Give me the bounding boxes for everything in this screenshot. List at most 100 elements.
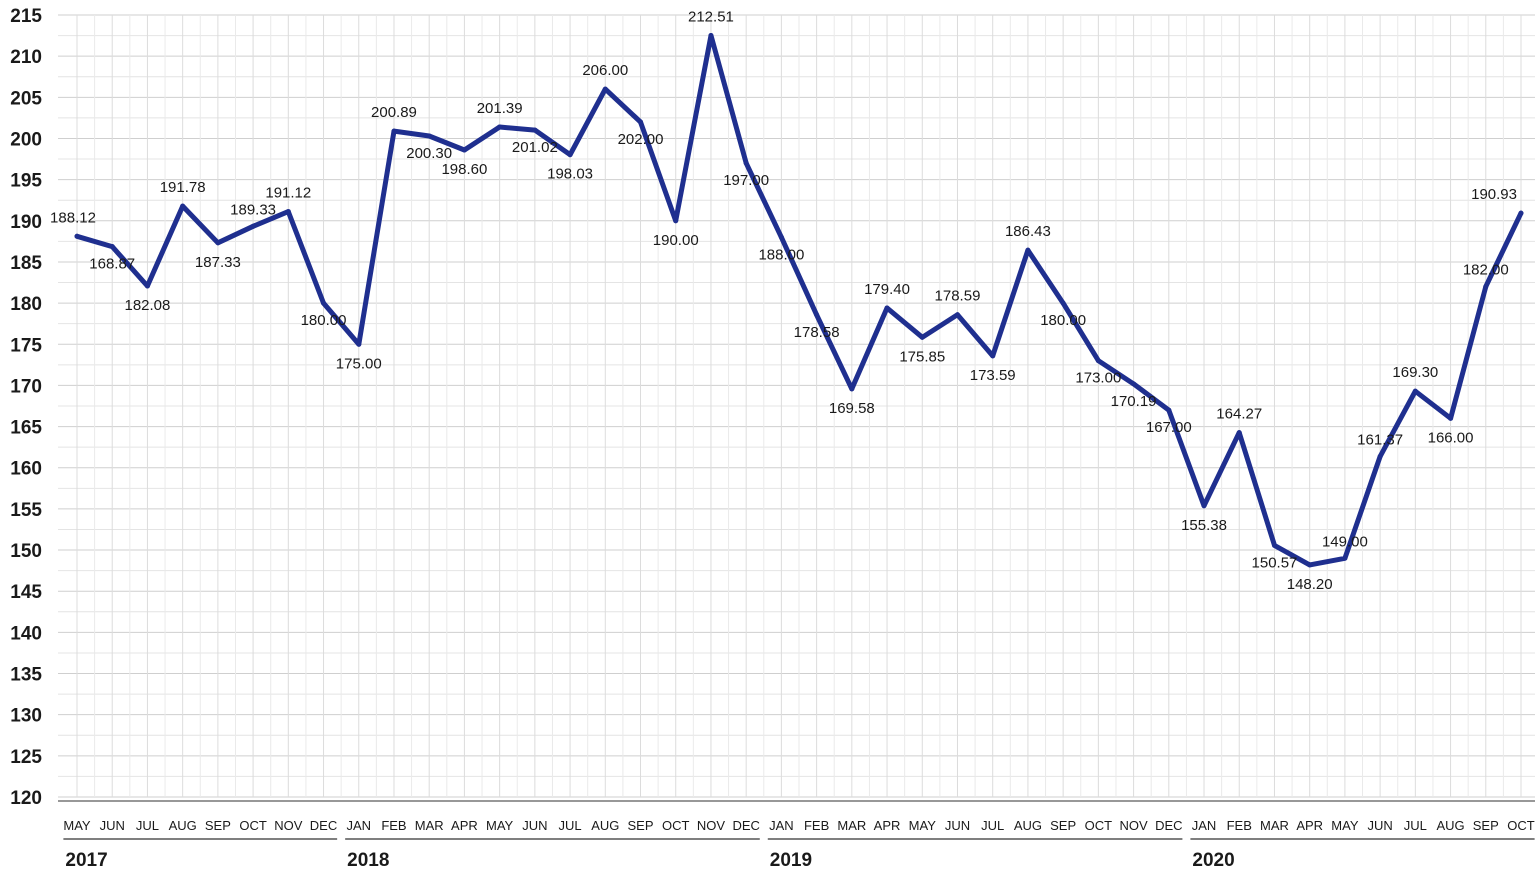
x-tick-label: NOV <box>1119 818 1148 833</box>
data-label: 180.00 <box>1040 312 1086 329</box>
data-point <box>1448 415 1454 421</box>
data-point <box>1412 388 1418 394</box>
data-point <box>1025 247 1031 253</box>
data-label: 169.30 <box>1392 364 1438 381</box>
x-tick-label: FEB <box>1227 818 1252 833</box>
data-point <box>391 128 397 134</box>
data-label: 167.00 <box>1146 419 1192 436</box>
data-label: 190.93 <box>1471 186 1517 203</box>
data-label: 178.59 <box>935 288 981 305</box>
data-point <box>1201 503 1207 509</box>
data-label: 212.51 <box>688 8 734 25</box>
x-tick-label: SEP <box>1050 818 1076 833</box>
y-tick-label: 190 <box>10 212 42 233</box>
x-tick-label: AUG <box>1014 818 1042 833</box>
data-label: 202.00 <box>618 131 664 148</box>
series <box>74 32 1524 568</box>
data-point <box>814 312 820 318</box>
year-label: 2018 <box>347 850 389 871</box>
data-point <box>1518 210 1524 216</box>
x-tick-label: SEP <box>1473 818 1499 833</box>
data-point <box>954 312 960 318</box>
data-labels: 188.12 168.87 182.08 191.78 187.33 189.33191.… <box>50 8 1517 592</box>
data-point <box>497 124 503 130</box>
x-tick-label: JUN <box>100 818 125 833</box>
data-point <box>1271 542 1277 548</box>
data-label: 149.00 <box>1322 533 1368 550</box>
year-label: 2019 <box>770 850 812 871</box>
data-label: 189.33 <box>230 201 276 218</box>
data-label: 182.08 <box>124 297 170 314</box>
y-tick-label: 145 <box>10 582 42 603</box>
y-tick-label: 155 <box>10 500 42 521</box>
x-tick-label: OCT <box>1507 818 1535 833</box>
x-tick-label: OCT <box>239 818 267 833</box>
x-tick-label: FEB <box>804 818 829 833</box>
data-label: 180.00 <box>301 312 347 329</box>
data-label: 164.27 <box>1216 406 1262 423</box>
x-tick-label: AUG <box>169 818 197 833</box>
data-point <box>708 32 714 38</box>
data-point <box>180 203 186 209</box>
y-tick-label: 185 <box>10 253 42 274</box>
data-point <box>250 223 256 229</box>
data-label: 187.33 <box>195 254 241 271</box>
x-tick-label: JUN <box>522 818 547 833</box>
data-point <box>74 233 80 239</box>
data-point <box>1377 453 1383 459</box>
data-point <box>743 160 749 166</box>
x-tick-label: MAR <box>1260 818 1289 833</box>
x-tick-label: JUN <box>1367 818 1392 833</box>
data-label: 191.78 <box>160 179 206 196</box>
data-label: 201.02 <box>512 139 558 156</box>
y-tick-label: 135 <box>10 665 42 686</box>
data-point <box>673 218 679 224</box>
data-label: 166.00 <box>1428 429 1474 446</box>
x-tick-label: OCT <box>1085 818 1113 833</box>
data-point <box>1342 555 1348 561</box>
x-tick-label: DEC <box>310 818 337 833</box>
x-tick-label: AUG <box>591 818 619 833</box>
x-tick-label: NOV <box>274 818 303 833</box>
x-tick-label: SEP <box>628 818 654 833</box>
x-tick-label: DEC <box>1155 818 1182 833</box>
data-label: 173.00 <box>1075 370 1121 387</box>
data-label: 169.58 <box>829 400 875 417</box>
y-tick-label: 210 <box>10 47 42 68</box>
data-point <box>990 353 996 359</box>
y-tick-label: 125 <box>10 747 42 768</box>
data-label: 201.39 <box>477 100 523 117</box>
data-point <box>638 119 644 125</box>
data-point <box>1307 562 1313 568</box>
x-tick-label: APR <box>874 818 901 833</box>
data-label: 173.59 <box>970 367 1016 384</box>
x-tick-label: FEB <box>381 818 406 833</box>
data-label: 168.87 <box>89 256 135 273</box>
data-point <box>1060 300 1066 306</box>
y-tick-label: 180 <box>10 294 42 315</box>
y-tick-label: 130 <box>10 706 42 727</box>
data-label: 200.30 <box>406 145 452 162</box>
x-tick-label: JUL <box>981 818 1004 833</box>
y-tick-label: 150 <box>10 541 42 562</box>
x-tick-label: JUL <box>1404 818 1427 833</box>
data-point <box>602 86 608 92</box>
x-tick-label: OCT <box>662 818 690 833</box>
x-tick-label: MAY <box>486 818 514 833</box>
data-point <box>567 152 573 158</box>
x-tick-label: JAN <box>769 818 794 833</box>
data-point <box>1095 358 1101 364</box>
data-label: 155.38 <box>1181 517 1227 534</box>
data-point <box>285 209 291 215</box>
data-label: 198.03 <box>547 166 593 183</box>
data-point <box>1483 284 1489 290</box>
x-tick-label: MAR <box>837 818 866 833</box>
x-tick-label: JAN <box>1192 818 1217 833</box>
y-axis-ticks: 120 125 130 135 140 145 150 155 160 165 170 175 180 1… <box>10 6 42 809</box>
data-point <box>144 283 150 289</box>
data-label: 188.12 <box>50 209 96 226</box>
data-label: 206.00 <box>582 62 628 79</box>
data-point <box>778 234 784 240</box>
data-label: 200.89 <box>371 104 417 121</box>
